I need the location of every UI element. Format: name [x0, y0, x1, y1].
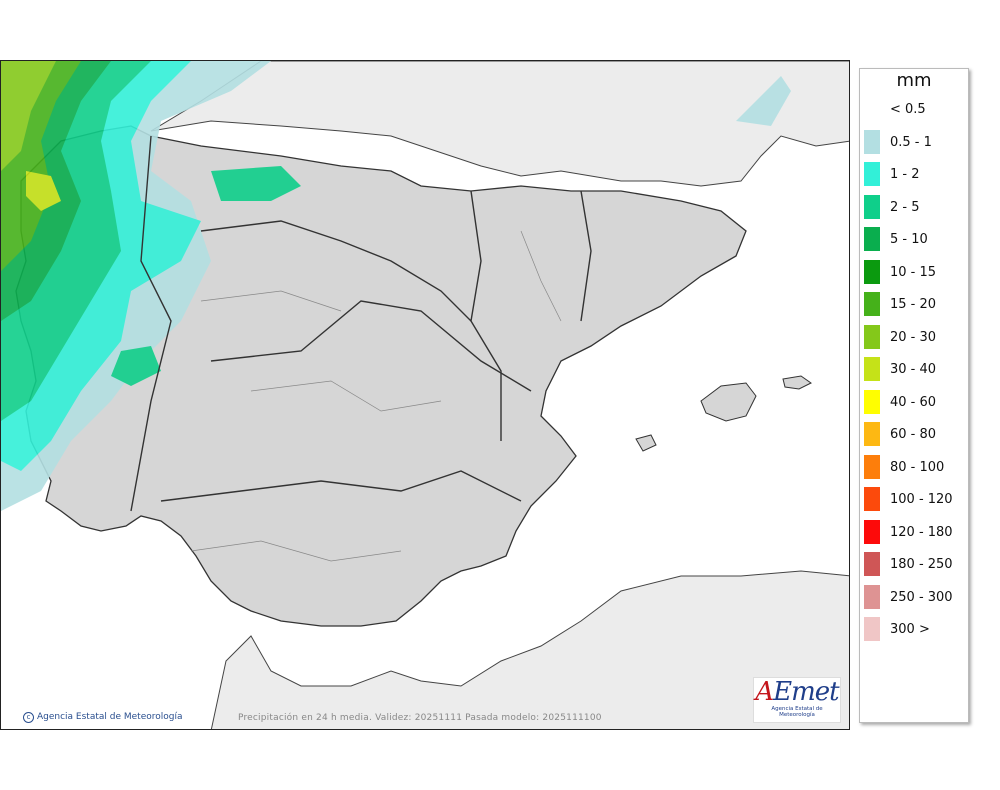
legend-label: 10 - 15 [890, 264, 937, 280]
legend-swatch [864, 194, 880, 219]
africa-land [210, 570, 849, 729]
legend-swatch [864, 357, 880, 381]
legend-label: 0.5 - 1 [890, 134, 932, 150]
map-canvas [1, 61, 849, 729]
legend-label: < 0.5 [890, 102, 926, 117]
legend-swatch [864, 227, 880, 251]
legend-swatch [864, 584, 880, 609]
legend-swatch [864, 487, 880, 511]
province-borders [190, 230, 562, 562]
menorca [782, 375, 812, 390]
legend-unit: mm [896, 70, 932, 91]
legend-swatch [864, 552, 880, 576]
precipitation-map[interactable]: c Agencia Estatal de Meteorología Precipi… [0, 60, 850, 730]
copyright-icon: c [23, 712, 34, 723]
aemet-logo: AEmet Agencia Estatal de Meteorología [753, 677, 841, 723]
legend-label: 180 - 250 [890, 557, 953, 572]
france-land [150, 61, 849, 187]
legend-label: 250 - 300 [890, 589, 953, 605]
legend-label: 100 - 120 [890, 492, 953, 507]
legend-label: 60 - 80 [890, 427, 937, 442]
region-borders [130, 135, 592, 512]
legend-swatch [864, 324, 880, 349]
copyright-text: Agencia Estatal de Meteorología [37, 712, 183, 722]
ibiza [635, 434, 657, 452]
mallorca [700, 382, 757, 422]
legend-swatch [864, 162, 880, 186]
legend-label: 15 - 20 [890, 297, 937, 312]
legend-label: 30 - 40 [890, 362, 937, 377]
legend-label: 5 - 10 [890, 232, 928, 247]
legend-label: 120 - 180 [890, 524, 953, 540]
legend-swatch [864, 519, 880, 544]
legend-label: 80 - 100 [890, 459, 945, 475]
legend-swatch [864, 292, 880, 316]
legend-label: 20 - 30 [890, 329, 937, 345]
legend-swatch [864, 389, 880, 414]
map-caption: Precipitación en 24 h media. Validez: 20… [238, 713, 602, 723]
legend-swatch [864, 617, 880, 641]
copyright-notice: c Agencia Estatal de Meteorología [23, 712, 183, 723]
legend-swatch [864, 129, 880, 154]
legend-label: 2 - 5 [890, 199, 920, 215]
legend-label: 300 > [890, 622, 930, 637]
precip-layer [1, 61, 791, 511]
legend-swatch [864, 422, 880, 446]
legend-swatch [864, 454, 880, 479]
logo-subtitle: Agencia Estatal de Meteorología [771, 706, 823, 718]
legend-label: 1 - 2 [890, 167, 920, 182]
legend-label: 40 - 60 [890, 394, 937, 410]
precipitation-legend: mm < 0.5 0.5 - 1 1 - 2 2 - 5 5 - 10 10 - 15 15… [859, 68, 969, 723]
legend-swatch [864, 97, 880, 121]
legend-swatch [864, 259, 880, 284]
